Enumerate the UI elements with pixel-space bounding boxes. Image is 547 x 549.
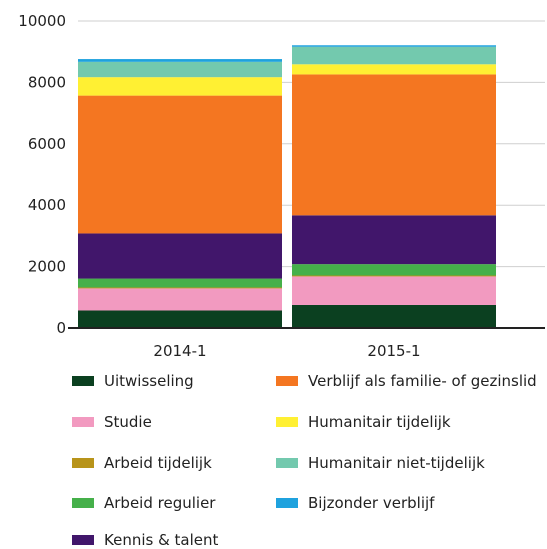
y-tick-label: 8000	[28, 73, 66, 91]
legend-label: Humanitair niet-tijdelijk	[308, 454, 485, 472]
legend-swatch	[72, 535, 94, 545]
legend-swatch	[276, 498, 298, 508]
legend-item: Kennis & talent	[72, 531, 218, 549]
legend-item: Arbeid tijdelijk	[72, 454, 212, 472]
bars	[78, 45, 496, 328]
legend-item: Bijzonder verblijf	[276, 494, 434, 512]
bar-segment	[78, 310, 282, 328]
bar-segment	[78, 278, 282, 288]
legend-item: Uitwisseling	[72, 372, 194, 390]
x-tick-label: 2015-1	[367, 342, 420, 360]
y-tick-label: 4000	[28, 196, 66, 214]
bar-segment	[292, 275, 496, 277]
legend-label: Studie	[104, 413, 152, 431]
y-tick-label: 10000	[18, 12, 66, 30]
legend-swatch	[72, 498, 94, 508]
legend-swatch	[72, 376, 94, 386]
legend-label: Uitwisseling	[104, 372, 194, 390]
legend-swatch	[72, 417, 94, 427]
legend-swatch	[276, 458, 298, 468]
legend-label: Kennis & talent	[104, 531, 219, 549]
legend-item: Humanitair niet-tijdelijk	[276, 454, 485, 472]
legend-swatch	[276, 417, 298, 427]
legend-label: Verblijf als familie- of gezinslid	[308, 372, 537, 390]
bar-segment	[292, 46, 496, 65]
y-tick-label: 0	[56, 319, 66, 337]
bar-segment	[78, 233, 282, 279]
bar-segment	[292, 276, 496, 305]
bar-segment	[78, 59, 282, 62]
bar-segment	[78, 95, 282, 234]
bar-segment	[292, 264, 496, 276]
legend-label: Arbeid tijdelijk	[104, 454, 212, 472]
legend-item: Humanitair tijdelijk	[276, 413, 451, 431]
bar-segment	[78, 287, 282, 289]
bar-segment	[292, 215, 496, 265]
bar-segment	[292, 45, 496, 47]
legend-item: Studie	[72, 413, 152, 431]
legend-item: Verblijf als familie- of gezinslid	[276, 372, 537, 390]
y-axis-ticks: 0 2000 4000 6000 8000 10000	[18, 12, 66, 337]
legend-swatch	[72, 458, 94, 468]
bar-segment	[292, 74, 496, 216]
x-axis-ticks: 2014-1 2015-1	[153, 342, 420, 360]
x-tick-label: 2014-1	[153, 342, 206, 360]
bar-segment	[78, 61, 282, 78]
y-tick-label: 2000	[28, 258, 66, 276]
legend-label: Bijzonder verblijf	[308, 494, 435, 512]
bar-segment	[292, 304, 496, 328]
bar-segment	[78, 288, 282, 311]
bar-segment	[292, 64, 496, 75]
legend-label: Humanitair tijdelijk	[308, 413, 451, 431]
bar-segment	[78, 77, 282, 96]
legend-item: Arbeid regulier	[72, 494, 215, 512]
legend-label: Arbeid regulier	[104, 494, 216, 512]
y-tick-label: 6000	[28, 135, 66, 153]
legend-swatch	[276, 376, 298, 386]
